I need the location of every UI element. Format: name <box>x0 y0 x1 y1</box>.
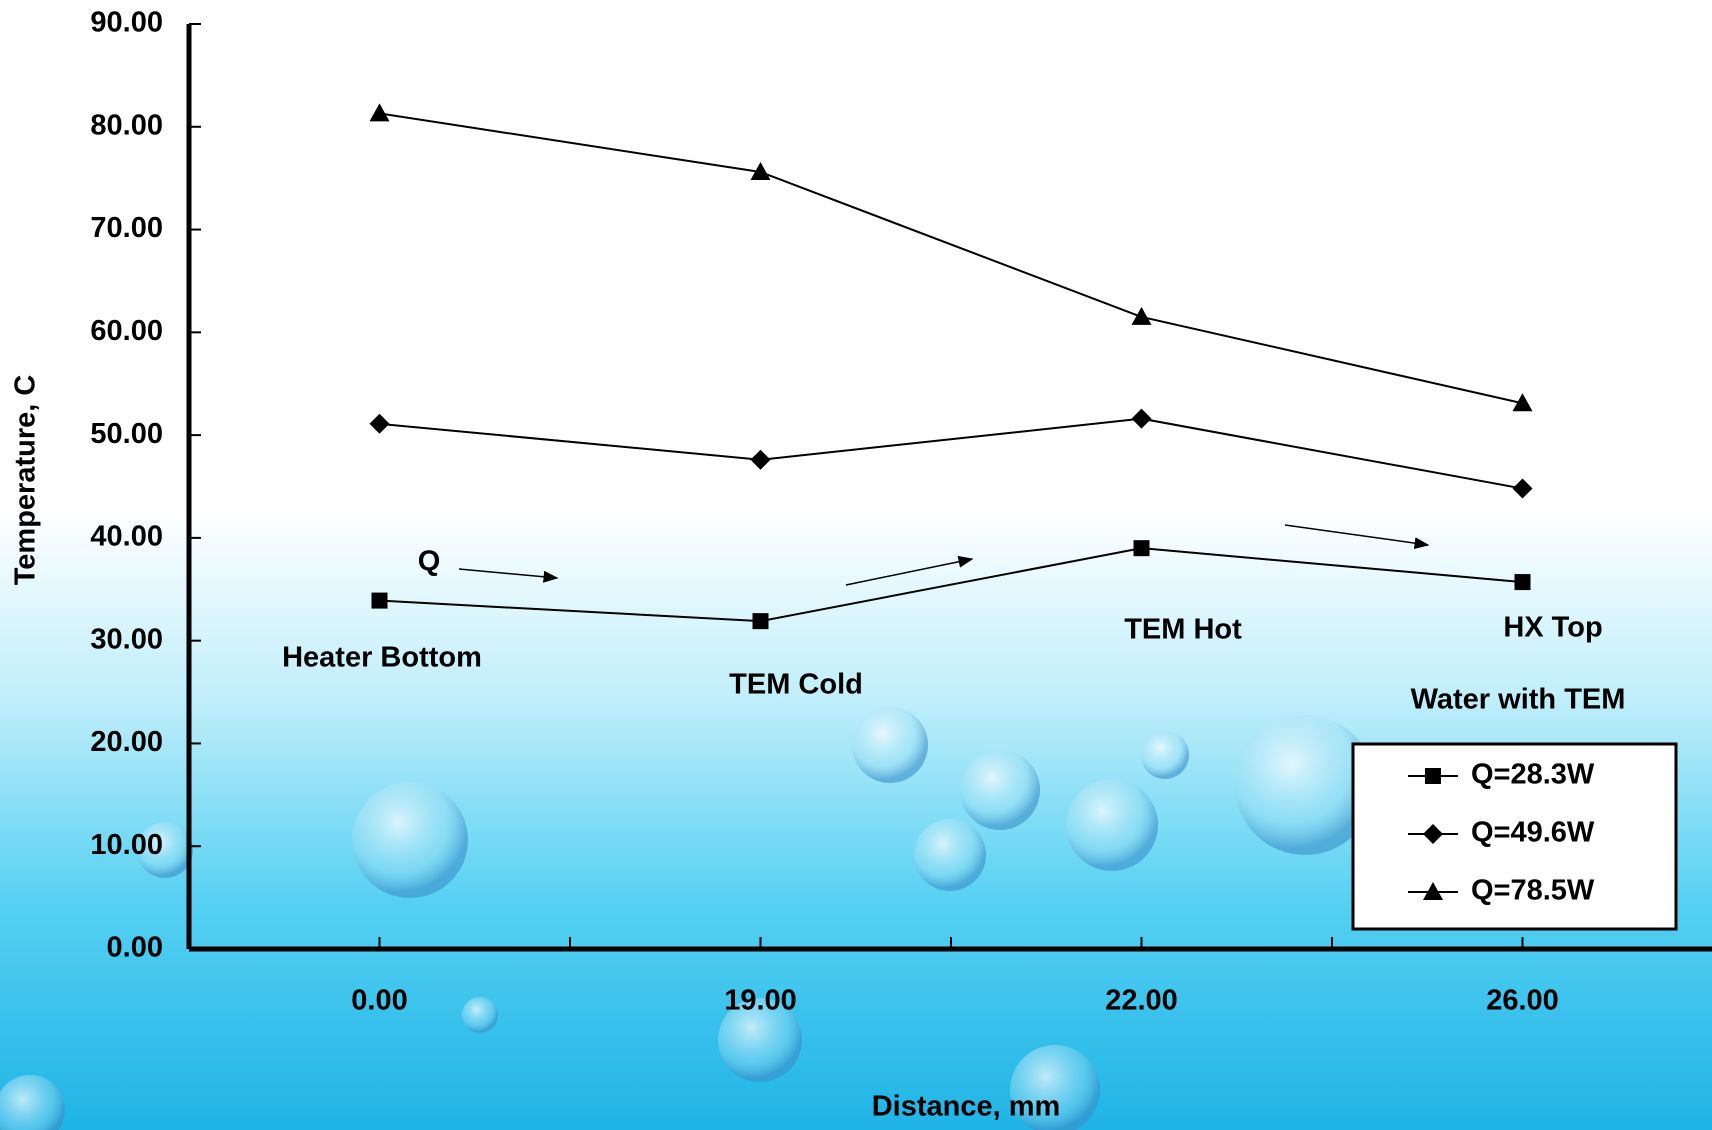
annotation: Q <box>418 546 441 578</box>
y-tick-label: 0.00 <box>107 932 163 964</box>
data-point <box>1512 393 1533 412</box>
legend-label: Q=49.6W <box>1471 817 1595 849</box>
annotation: TEM Cold <box>729 669 863 701</box>
bubble <box>960 750 1040 830</box>
bubble <box>1010 1045 1100 1130</box>
y-tick-label: 40.00 <box>90 521 163 553</box>
bubble <box>0 1075 65 1130</box>
y-tick-label: 20.00 <box>90 726 163 758</box>
y-tick-label: 90.00 <box>90 7 163 39</box>
series-line <box>379 417 1523 490</box>
data-point <box>752 613 769 630</box>
legend-label: Q=28.3W <box>1471 759 1595 791</box>
x-tick-label: 0.00 <box>351 985 407 1017</box>
arrows <box>458 524 1430 586</box>
bubble <box>1235 715 1375 855</box>
data-point <box>1131 306 1152 325</box>
arrow <box>845 555 974 586</box>
data-point <box>750 162 771 180</box>
bubble <box>718 998 802 1082</box>
bubble <box>1141 731 1189 779</box>
arrow <box>1284 524 1430 550</box>
data-point <box>371 592 388 609</box>
y-tick-label: 30.00 <box>90 623 163 655</box>
data-point <box>1131 408 1152 429</box>
annotation: Water with TEM <box>1411 684 1626 716</box>
data-point <box>369 413 390 434</box>
data-point <box>750 449 771 470</box>
y-axis-label: Temperature, C <box>10 375 42 586</box>
legend-marker <box>1423 824 1443 844</box>
legend-marker <box>1425 768 1441 784</box>
legend-box <box>1351 742 1678 931</box>
legend: Q=28.3W Q=49.6W Q=78.5W <box>1351 742 1678 931</box>
bubble <box>462 997 498 1033</box>
y-tick-label: 50.00 <box>90 418 163 450</box>
data-point <box>1512 478 1533 499</box>
bubble <box>914 819 986 891</box>
x-tick-label: 19.00 <box>724 985 797 1017</box>
data-point <box>1133 540 1150 557</box>
x-tick-label: 22.00 <box>1105 985 1178 1017</box>
bubble <box>1066 779 1158 871</box>
data-point <box>1514 574 1531 591</box>
data-point <box>369 103 390 122</box>
legend-label: Q=78.5W <box>1471 875 1595 907</box>
legend-marker <box>1423 882 1443 900</box>
bubbles <box>0 707 1375 1130</box>
x-tick-label: 26.00 <box>1486 985 1559 1017</box>
y-tick-label: 70.00 <box>90 212 163 244</box>
bubble <box>137 822 193 878</box>
annotation: Heater Bottom <box>282 642 482 674</box>
bubble <box>352 782 468 898</box>
y-tick-label: 60.00 <box>90 315 163 347</box>
x-axis-label: Distance, mm <box>872 1091 1061 1123</box>
y-tick-label: 10.00 <box>90 829 163 861</box>
annotation: HX Top <box>1503 612 1602 644</box>
series-line <box>379 112 1523 405</box>
series-line <box>379 547 1523 623</box>
annotation: TEM Hot <box>1124 614 1242 646</box>
y-tick-label: 80.00 <box>90 109 163 141</box>
bubble <box>852 707 928 783</box>
arrow <box>458 568 559 583</box>
